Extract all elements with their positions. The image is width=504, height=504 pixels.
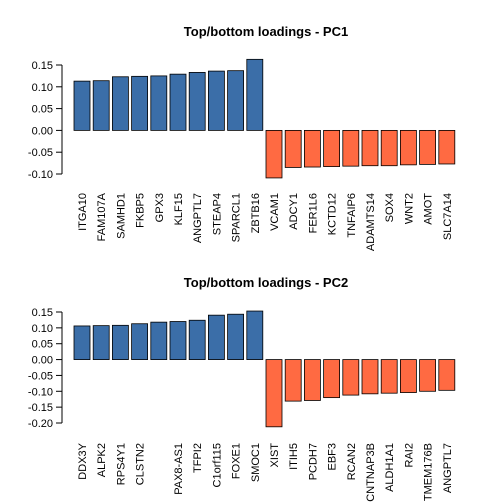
bar bbox=[207, 70, 225, 131]
x-tick-label: SMOC1 bbox=[250, 443, 262, 482]
y-tick-label: 0.15 bbox=[32, 60, 53, 72]
x-tick-label: PAX8-AS1 bbox=[173, 443, 185, 495]
bar bbox=[438, 129, 456, 165]
bar bbox=[380, 129, 398, 167]
x-tick-label: ALDH1A1 bbox=[384, 443, 396, 492]
bar bbox=[150, 321, 168, 360]
y-tick-label: 0.10 bbox=[32, 323, 53, 335]
x-tick-label: RCAN2 bbox=[346, 443, 358, 480]
x-tick-label: FOXE1 bbox=[231, 443, 243, 479]
bar bbox=[438, 359, 456, 391]
bar bbox=[112, 324, 129, 360]
bar bbox=[169, 321, 187, 360]
bar bbox=[73, 80, 91, 131]
x-tick-label: ADAMTS14 bbox=[365, 193, 377, 251]
x-tick-label: TMEM176B bbox=[423, 443, 435, 501]
x-tick-label: CNTNAP3B bbox=[365, 443, 377, 502]
x-tick-label: ANGPTL7 bbox=[192, 193, 204, 243]
x-tick-label: SAMHD1 bbox=[115, 193, 127, 239]
x-tick-label: KLF15 bbox=[173, 193, 185, 225]
x-tick-label: XIST bbox=[269, 443, 281, 468]
bar bbox=[419, 129, 437, 165]
y-tick-label: -0.20 bbox=[28, 418, 53, 430]
x-tick-label: FER1L6 bbox=[307, 193, 319, 233]
bar bbox=[361, 129, 379, 167]
x-tick-label: RPS4Y1 bbox=[115, 443, 127, 485]
x-tick-label: C1orf115 bbox=[211, 443, 223, 487]
x-tick-label: KCTD12 bbox=[327, 193, 339, 235]
bar bbox=[419, 359, 437, 392]
bar bbox=[342, 129, 360, 167]
bar bbox=[361, 359, 379, 395]
y-tick-label: -0.05 bbox=[28, 147, 53, 159]
bar bbox=[303, 129, 321, 168]
y-tick-label: 0.10 bbox=[32, 82, 53, 94]
bar bbox=[150, 75, 168, 131]
bar bbox=[323, 359, 341, 399]
x-tick-label: ITGA10 bbox=[77, 193, 89, 231]
y-tick-label: 0.05 bbox=[32, 339, 53, 351]
x-tick-label: ITIH5 bbox=[288, 443, 300, 470]
bar bbox=[188, 319, 206, 360]
x-tick-label: PCDH7 bbox=[307, 443, 319, 480]
x-tick-label: AMOT bbox=[423, 193, 435, 225]
bar bbox=[131, 75, 149, 131]
chart-panel-pc2: Top/bottom loadings - PC2 0.15 0.10 0.05 0.… bbox=[28, 275, 456, 502]
y-tick-label: 0.05 bbox=[32, 104, 53, 116]
x-tick-label: TFPI2 bbox=[192, 443, 204, 473]
x-tick-label: STEAP4 bbox=[211, 193, 223, 235]
y-tick-label: -0.15 bbox=[28, 402, 53, 414]
chart-panel-pc1: Top/bottom loadings - PC1 0.15 0.10 0.05 0.… bbox=[28, 24, 456, 251]
bar bbox=[342, 359, 360, 396]
bar bbox=[399, 129, 417, 166]
x-tick-label: RAI2 bbox=[403, 443, 415, 467]
y-tick-label: 0.00 bbox=[32, 355, 53, 367]
chart-title-pc2: Top/bottom loadings - PC2 bbox=[184, 275, 348, 290]
y-tick-label: -0.10 bbox=[28, 169, 53, 181]
x-tick-label: WNT2 bbox=[403, 193, 415, 224]
x-tick-label: FKBP5 bbox=[135, 193, 147, 228]
x-tick-label: CLSTN2 bbox=[135, 443, 147, 485]
bar bbox=[188, 72, 206, 131]
x-tick-label: ANGPTL7 bbox=[442, 443, 454, 493]
bar bbox=[284, 359, 302, 402]
bar bbox=[284, 129, 302, 168]
x-tick-label: VCAM1 bbox=[269, 193, 281, 231]
bar bbox=[246, 310, 264, 360]
x-tick-label: EBF3 bbox=[327, 443, 339, 471]
bar bbox=[380, 359, 398, 394]
x-tick-label: FAM107A bbox=[96, 192, 108, 241]
bar bbox=[227, 70, 245, 131]
bar bbox=[265, 129, 283, 179]
x-tick-label: SPARCL1 bbox=[231, 193, 243, 242]
x-tick-label: GPX3 bbox=[154, 193, 166, 222]
bar bbox=[112, 76, 129, 131]
x-tick-label: ZBTB16 bbox=[250, 193, 262, 233]
bar bbox=[303, 359, 321, 401]
y-tick-label: 0.00 bbox=[32, 125, 53, 137]
bar bbox=[323, 129, 341, 167]
bar bbox=[131, 323, 149, 360]
bar bbox=[227, 313, 245, 360]
chart-title-pc1: Top/bottom loadings - PC1 bbox=[184, 24, 348, 39]
bar bbox=[399, 359, 417, 393]
bar bbox=[169, 73, 187, 131]
bar bbox=[92, 80, 110, 131]
bar bbox=[73, 325, 91, 360]
x-tick-label: ALPK2 bbox=[96, 443, 108, 477]
x-tick-label: DDX3Y bbox=[77, 442, 89, 479]
bar bbox=[92, 325, 110, 360]
y-tick-label: 0.15 bbox=[32, 307, 53, 319]
bar bbox=[207, 314, 225, 360]
x-tick-label: SLC7A14 bbox=[442, 193, 454, 240]
x-tick-label: TNFAIP6 bbox=[346, 193, 358, 238]
x-tick-label: SOX4 bbox=[384, 193, 396, 222]
bar bbox=[246, 58, 264, 131]
x-tick-label: ADCY1 bbox=[288, 193, 300, 230]
bar bbox=[265, 359, 283, 428]
y-tick-label: -0.10 bbox=[28, 386, 53, 398]
y-tick-label: -0.05 bbox=[28, 370, 53, 382]
